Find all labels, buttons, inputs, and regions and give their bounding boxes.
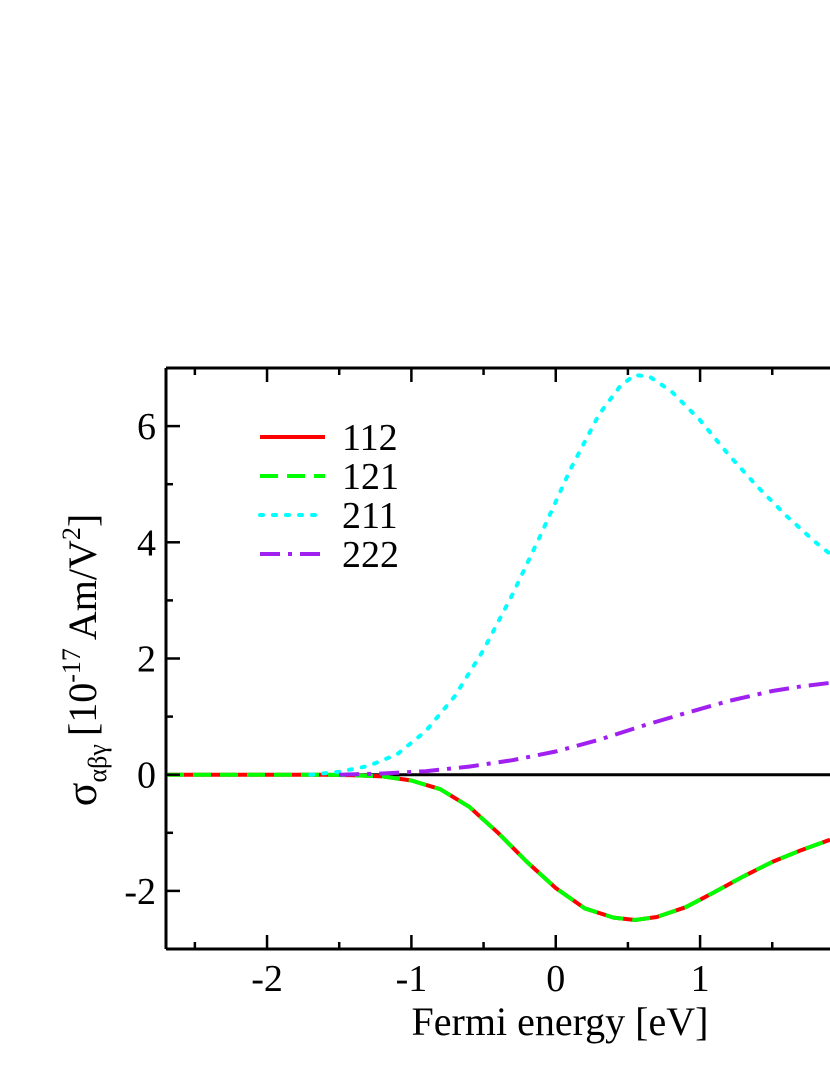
- y-label-subscript: αβγ: [83, 744, 112, 782]
- x-tick-label: -1: [396, 958, 428, 1000]
- y-label-bracket-open: [10: [60, 683, 105, 736]
- x-tick-label: 0: [546, 958, 565, 1000]
- x-axis-label: Fermi energy [eV]: [412, 999, 709, 1044]
- tick-labels: -2 -1 0 1 -2 0 2 4 6: [124, 406, 709, 1000]
- series-layer: [168, 373, 830, 922]
- y-label-unit-exponent: 2: [57, 527, 86, 540]
- series-line-211: [308, 373, 830, 777]
- legend-label-211: 211: [342, 495, 398, 537]
- y-label-symbol: σ: [57, 782, 106, 806]
- legend-label-121: 121: [342, 456, 399, 498]
- legend-label-112: 112: [342, 417, 398, 459]
- y-label-exponent: -17: [57, 648, 86, 683]
- y-tick-label: 4: [137, 522, 156, 564]
- x-tick-label: -2: [251, 958, 283, 1000]
- ticks: [166, 366, 774, 951]
- y-tick-label: 2: [137, 639, 156, 681]
- plot-frame: [164, 366, 830, 951]
- series-line-112: [168, 772, 830, 922]
- x-tick-label: 1: [691, 958, 710, 1000]
- svg-text:σαβγ[10-17Am/V2]: σαβγ [10-17 Am/V2]: [57, 514, 112, 806]
- series-line-222: [339, 680, 830, 777]
- y-label-unit: Am/V: [60, 540, 105, 640]
- y-axis-label: σαβγ [10-17 Am/V2]: [57, 514, 112, 806]
- y-tick-label: 6: [137, 406, 156, 448]
- y-tick-label: 0: [137, 755, 156, 797]
- series-line-121: [168, 772, 830, 922]
- y-tick-label: -2: [124, 871, 156, 913]
- y-label-bracket-close: ]: [60, 514, 105, 527]
- legend-label-222: 222: [342, 534, 399, 576]
